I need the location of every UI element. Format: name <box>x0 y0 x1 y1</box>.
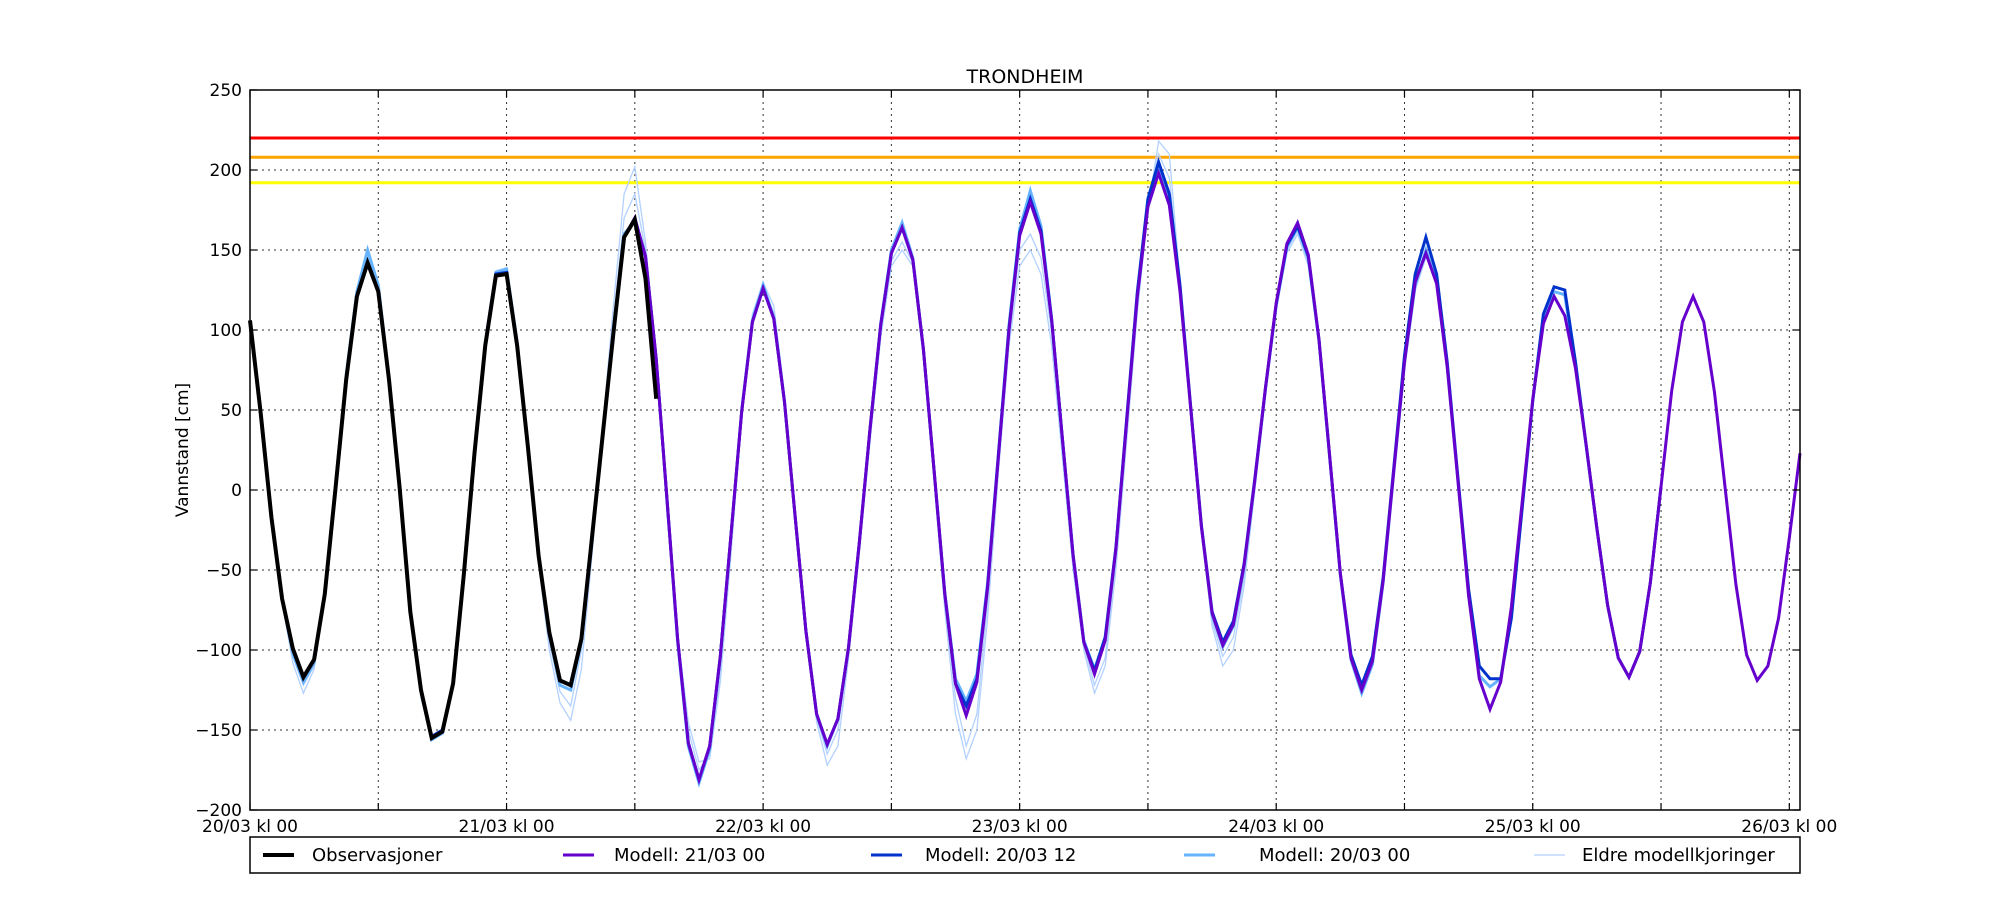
x-tick-label: 25/03 kl 00 <box>1485 817 1581 837</box>
y-tick-label: 0 <box>231 481 242 501</box>
legend: Observasjoner Modell: 21/03 00 Modell: 20/… <box>249 836 1801 874</box>
x-tick-label: 26/03 kl 00 <box>1741 817 1837 837</box>
series-line <box>249 139 1427 767</box>
y-tick-label: 200 <box>210 161 242 181</box>
series-line <box>248 214 659 742</box>
grid <box>250 90 1800 810</box>
y-tick-label: −50 <box>206 561 242 581</box>
x-tick-label: 20/03 kl 00 <box>202 817 298 837</box>
legend-label: Modell: 21/03 00 <box>614 845 765 866</box>
y-tick-label: −150 <box>195 721 242 741</box>
series-line <box>248 165 1663 788</box>
legend-label: Modell: 20/03 12 <box>925 845 1076 866</box>
x-tick-label: 23/03 kl 00 <box>972 817 1068 837</box>
y-tick-label: 50 <box>220 401 242 421</box>
chart-title: TRONDHEIM <box>966 66 1084 88</box>
y-tick-label: −200 <box>195 801 242 821</box>
y-tick-label: 150 <box>210 241 242 261</box>
threshold-lines <box>250 136 1800 185</box>
series-line <box>249 151 1427 772</box>
y-tick-label: −100 <box>195 641 242 661</box>
axis-ticks: −200 −150 −100 −50 0 50 100 150 200 250 20/03 kl 0… <box>195 81 1837 837</box>
legend-label: Eldre modellkjoringer <box>1582 845 1775 866</box>
x-tick-label: 22/03 kl 00 <box>715 817 811 837</box>
x-tick-label: 24/03 kl 00 <box>1228 817 1324 837</box>
series-line <box>505 168 1802 785</box>
y-tick-label: 250 <box>210 81 242 101</box>
legend-label: Observasjoner <box>312 845 443 866</box>
x-tick-label: 21/03 kl 00 <box>459 817 555 837</box>
legend-label: Modell: 20/03 00 <box>1259 845 1410 866</box>
y-tick-label: 100 <box>210 321 242 341</box>
y-axis-label: Vannstand [cm] <box>173 383 193 517</box>
plot-frame <box>249 89 1801 811</box>
series-lines <box>248 139 1802 788</box>
